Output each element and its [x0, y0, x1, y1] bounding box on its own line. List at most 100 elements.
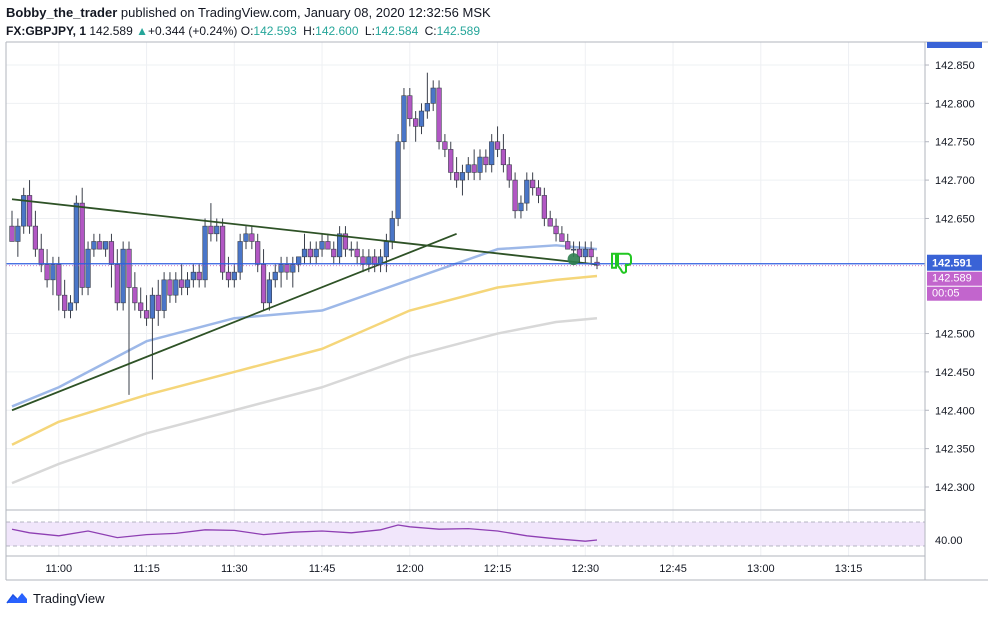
publisher-line: Bobby_the_trader published on TradingVie… [6, 4, 706, 22]
candle-body [173, 279, 179, 296]
price-tick-label: 142.800 [935, 98, 975, 110]
candle-body [50, 264, 56, 281]
price-tick-label: 142.400 [935, 405, 975, 417]
time-tick-label: 11:30 [221, 563, 248, 575]
candle-body [372, 256, 378, 265]
candle-body [553, 225, 559, 235]
rsi-band [6, 522, 925, 546]
candle-body [255, 241, 261, 265]
candle-body [442, 141, 448, 150]
price-tick-label: 142.350 [935, 444, 975, 456]
candle-body [483, 156, 489, 166]
candle-body [325, 241, 331, 250]
time-tick-label: 13:15 [835, 563, 863, 575]
pink-price-badge: 142.589 [932, 273, 972, 285]
candle-body [220, 225, 226, 273]
candle-body [313, 248, 319, 258]
candle-body [524, 179, 530, 204]
axes [5, 41, 988, 581]
candle-body [395, 141, 401, 219]
candle-body [138, 302, 144, 311]
candle-body [407, 95, 413, 120]
candle-body [266, 279, 273, 304]
brand-name: TradingView [33, 590, 105, 606]
candle-body [506, 164, 512, 181]
time-tick-label: 11:45 [309, 563, 336, 575]
published-info: published on TradingView.com, January 08… [120, 5, 491, 20]
close-label: C: [424, 24, 437, 38]
time-tick-label: 13:00 [747, 563, 775, 575]
price-tick-label: 142.750 [935, 137, 975, 149]
candle-body [383, 241, 390, 258]
candle-body [530, 179, 536, 189]
symbol-label[interactable]: FX:GBPJPY, 1 [6, 24, 87, 38]
candle-body [260, 264, 267, 304]
moving-average-line [11, 244, 598, 408]
time-axis[interactable]: 11:00 11:15 11:30 11:45 12:00 12:15 12:30 12:45… [45, 563, 862, 575]
candle-body [108, 241, 115, 265]
candle-body [424, 103, 430, 112]
candle-body [179, 279, 185, 288]
rsi-line [11, 524, 598, 542]
time-tick-label: 12:30 [572, 563, 600, 575]
price-axis[interactable]: 142.850 142.800 142.750 142.700 142.650 142.5… [925, 60, 975, 547]
candle-body [126, 248, 132, 288]
candle-body [547, 218, 553, 227]
author-name[interactable]: Bobby_the_trader [6, 5, 118, 20]
candle-body [348, 248, 354, 251]
time-tick-label: 12:15 [484, 563, 512, 575]
candle-body [360, 256, 366, 265]
candle-body [582, 248, 588, 258]
drawings[interactable] [6, 198, 925, 412]
tradingview-logo[interactable]: TradingView [6, 590, 105, 606]
circle-marker [567, 253, 580, 266]
price-tick-label: 142.700 [935, 175, 975, 187]
candle-body [208, 225, 214, 235]
low-label: L: [364, 24, 375, 38]
time-tick-label: 11:15 [133, 563, 160, 575]
candle-body [167, 279, 173, 296]
time-tick-label: 11:00 [45, 563, 72, 575]
price-tick-label: 142.650 [935, 213, 975, 225]
candle-body [184, 279, 191, 288]
blue-price-badge-bg [927, 254, 982, 271]
candle-body [26, 195, 33, 227]
candles [9, 72, 600, 395]
candle-body [290, 264, 296, 273]
rsi-level-label: 40.00 [935, 535, 963, 547]
candle-body [73, 202, 79, 304]
candle-body [588, 248, 594, 258]
candle-body [231, 271, 237, 281]
candle-body [67, 302, 74, 311]
candle-body [576, 248, 583, 258]
last-price: 142.589 [89, 24, 133, 38]
candle-body [565, 241, 571, 250]
candle-body [354, 248, 360, 258]
price-badges: 142.591 142.589 00:05 [927, 42, 982, 301]
candle-body [214, 225, 220, 235]
candle-body [301, 248, 308, 258]
candle-body [459, 172, 466, 181]
pink-price-badge-bg [927, 271, 982, 286]
rsi-indicator [6, 521, 925, 547]
candle-body [190, 271, 196, 281]
candle-body [413, 118, 419, 127]
candle-body [97, 241, 103, 250]
candle-body [512, 179, 518, 212]
open-label: O: [240, 24, 254, 38]
change-up-icon: ▲ [136, 24, 148, 38]
candle-body [570, 248, 577, 251]
candle-body [366, 256, 372, 265]
high-label: H: [303, 24, 316, 38]
chart-header: Bobby_the_trader published on TradingVie… [6, 4, 706, 40]
candle-body [202, 225, 208, 281]
chart-grid [6, 42, 925, 556]
candle-body [103, 241, 109, 250]
candle-body [389, 218, 395, 242]
candle-body [91, 241, 97, 250]
thumbs-down-shape [611, 252, 632, 274]
candle-body [296, 256, 302, 265]
candle-body [430, 87, 436, 104]
countdown-badge-bg [927, 286, 982, 301]
